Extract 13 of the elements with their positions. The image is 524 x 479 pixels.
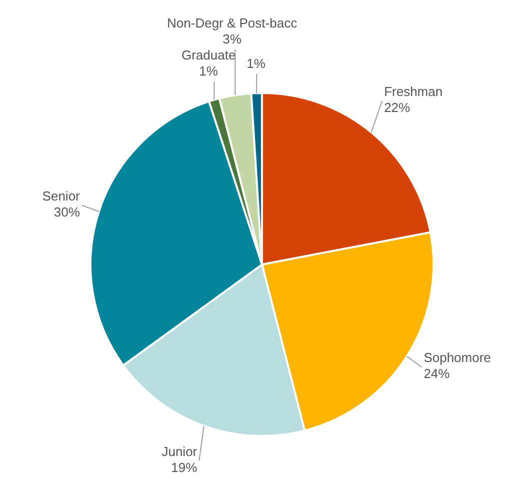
data-label: 19% [171, 460, 198, 475]
data-label: 24% [424, 366, 450, 382]
data-label: 30% [54, 204, 80, 220]
data-label: 1% [246, 56, 266, 72]
slice-label: Senior [42, 188, 81, 204]
slice-label: Graduate [181, 48, 236, 63]
data-label: 22% [384, 100, 411, 116]
slice-label: Freshman [384, 84, 443, 100]
slice-label: Non-Degr & Post-bacc [167, 15, 298, 30]
data-label: 3% [222, 31, 242, 46]
data-label: 1% [199, 64, 218, 79]
slice-label: Junior [162, 444, 198, 459]
slice-label: Sophomore [424, 350, 491, 366]
